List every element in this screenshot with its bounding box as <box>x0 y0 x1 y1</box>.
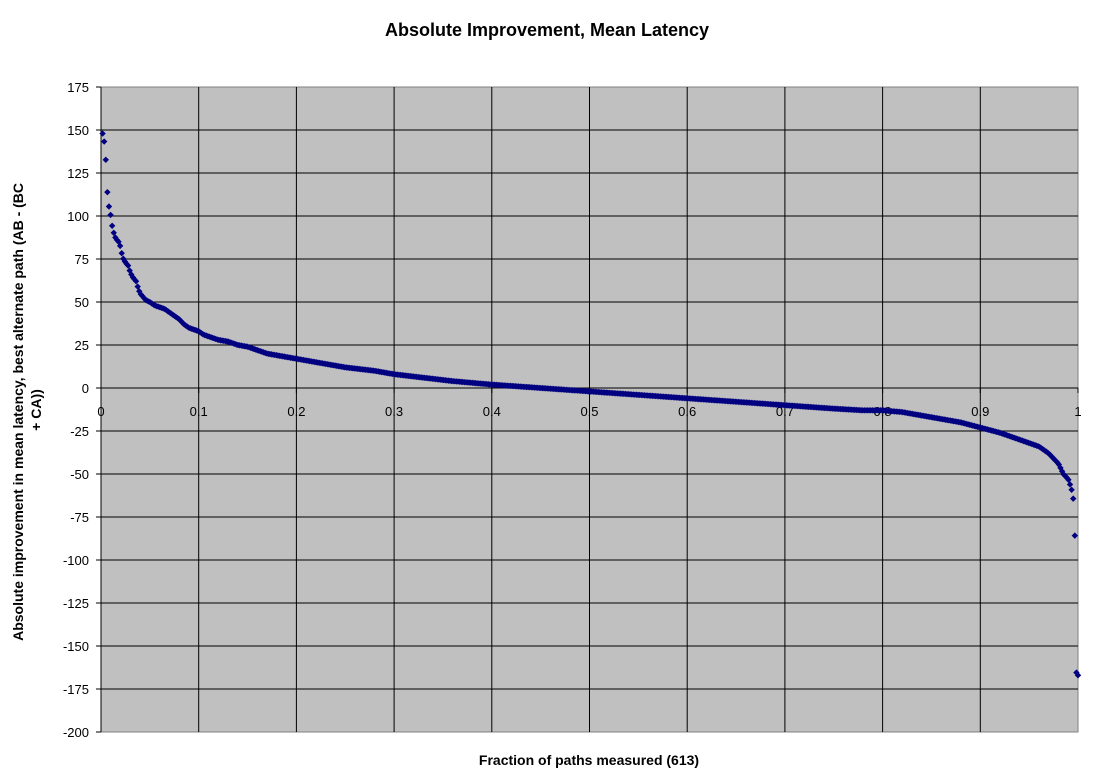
data-point <box>1071 532 1079 539</box>
chart-title: Absolute Improvement, Mean Latency <box>385 20 709 40</box>
data-point <box>113 236 121 244</box>
y-tick-label: 50 <box>75 295 89 310</box>
data-point <box>108 222 116 229</box>
y-axis-title-line-2: + CA)) <box>28 389 44 431</box>
data-point <box>1057 464 1064 472</box>
y-tick-label: 75 <box>75 252 89 267</box>
data-point <box>118 249 125 257</box>
y-axis-ticks: 175 150 125 100 75 50 25 0 -25 -50 -75 -100 -125 -150… <box>63 80 101 740</box>
data-point <box>126 267 133 274</box>
y-tick-label: 0 <box>82 381 89 396</box>
data-point <box>104 188 111 196</box>
data-point <box>99 130 106 137</box>
data-point <box>1065 476 1072 483</box>
data-point <box>107 211 114 219</box>
data-point <box>100 138 108 145</box>
data-point <box>132 278 140 285</box>
y-axis-title: Absolute improvement in mean latency, be… <box>10 179 44 641</box>
x-tick-label: 0.6 <box>678 404 696 419</box>
x-tick-label: 0.3 <box>385 404 403 419</box>
y-tick-label: -50 <box>70 467 89 482</box>
data-point <box>1066 481 1074 488</box>
data-point <box>1074 672 1082 679</box>
x-tick-label: 0.2 <box>287 404 305 419</box>
y-tick-label: 25 <box>75 338 89 353</box>
x-tick-label: 0 <box>97 404 104 419</box>
x-tick-label: 0.4 <box>483 404 501 419</box>
x-axis-title: Fraction of paths measured (613) <box>479 752 699 768</box>
data-point <box>102 156 109 163</box>
x-axis-ticks: 00.10.20.30.40.50.60.70.80.91 <box>97 388 1082 419</box>
data-point <box>116 242 124 250</box>
x-tick-label: 1 <box>1074 404 1081 419</box>
y-tick-label: -150 <box>63 639 89 654</box>
data-point <box>1070 495 1077 502</box>
data-point <box>1068 486 1075 494</box>
x-tick-label: 0.1 <box>190 404 208 419</box>
data-point <box>110 229 117 236</box>
y-tick-label: -75 <box>70 510 89 525</box>
data-point <box>124 262 132 269</box>
data-point <box>1046 450 1053 458</box>
data-point <box>140 294 148 302</box>
data-point <box>112 234 119 241</box>
data-points <box>99 130 1082 679</box>
y-tick-label: -175 <box>63 682 89 697</box>
y-tick-label: 100 <box>67 209 89 224</box>
y-tick-label: 125 <box>67 166 89 181</box>
y-axis-title-line-1: Absolute improvement in mean latency, be… <box>10 183 26 641</box>
y-tick-label: -125 <box>63 596 89 611</box>
data-point <box>1060 471 1067 478</box>
data-point <box>105 203 113 210</box>
data-point <box>1049 454 1056 461</box>
y-tick-label: -200 <box>63 725 89 740</box>
x-tick-label: 0.5 <box>580 404 598 419</box>
x-tick-label: 0.9 <box>971 404 989 419</box>
y-tick-label: 150 <box>67 123 89 138</box>
y-tick-label: -100 <box>63 553 89 568</box>
data-point <box>1052 457 1059 464</box>
y-tick-label: 175 <box>67 80 89 95</box>
data-point <box>131 276 138 283</box>
y-tick-label: -25 <box>70 424 89 439</box>
